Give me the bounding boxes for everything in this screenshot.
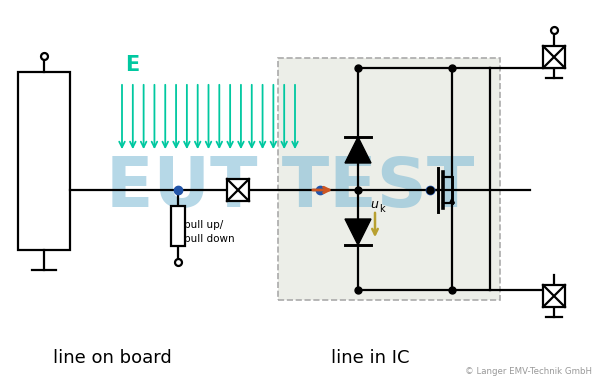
Bar [278,58,500,300]
Text: EUT TEST: EUT TEST [106,155,474,221]
Text: line in IC: line in IC [331,349,409,367]
Bar [171,206,185,246]
Text: line on board: line on board [53,349,171,367]
Bar [543,46,565,68]
Text: u: u [370,199,378,211]
Text: pull up/
pull down: pull up/ pull down [184,220,235,243]
Bar [18,72,70,250]
Polygon shape [345,219,371,245]
Bar [227,179,249,201]
Polygon shape [345,137,371,163]
Bar [543,285,565,307]
Text: E: E [125,55,139,75]
Text: k: k [379,204,385,214]
Text: © Langer EMV-Technik GmbH: © Langer EMV-Technik GmbH [465,368,592,376]
